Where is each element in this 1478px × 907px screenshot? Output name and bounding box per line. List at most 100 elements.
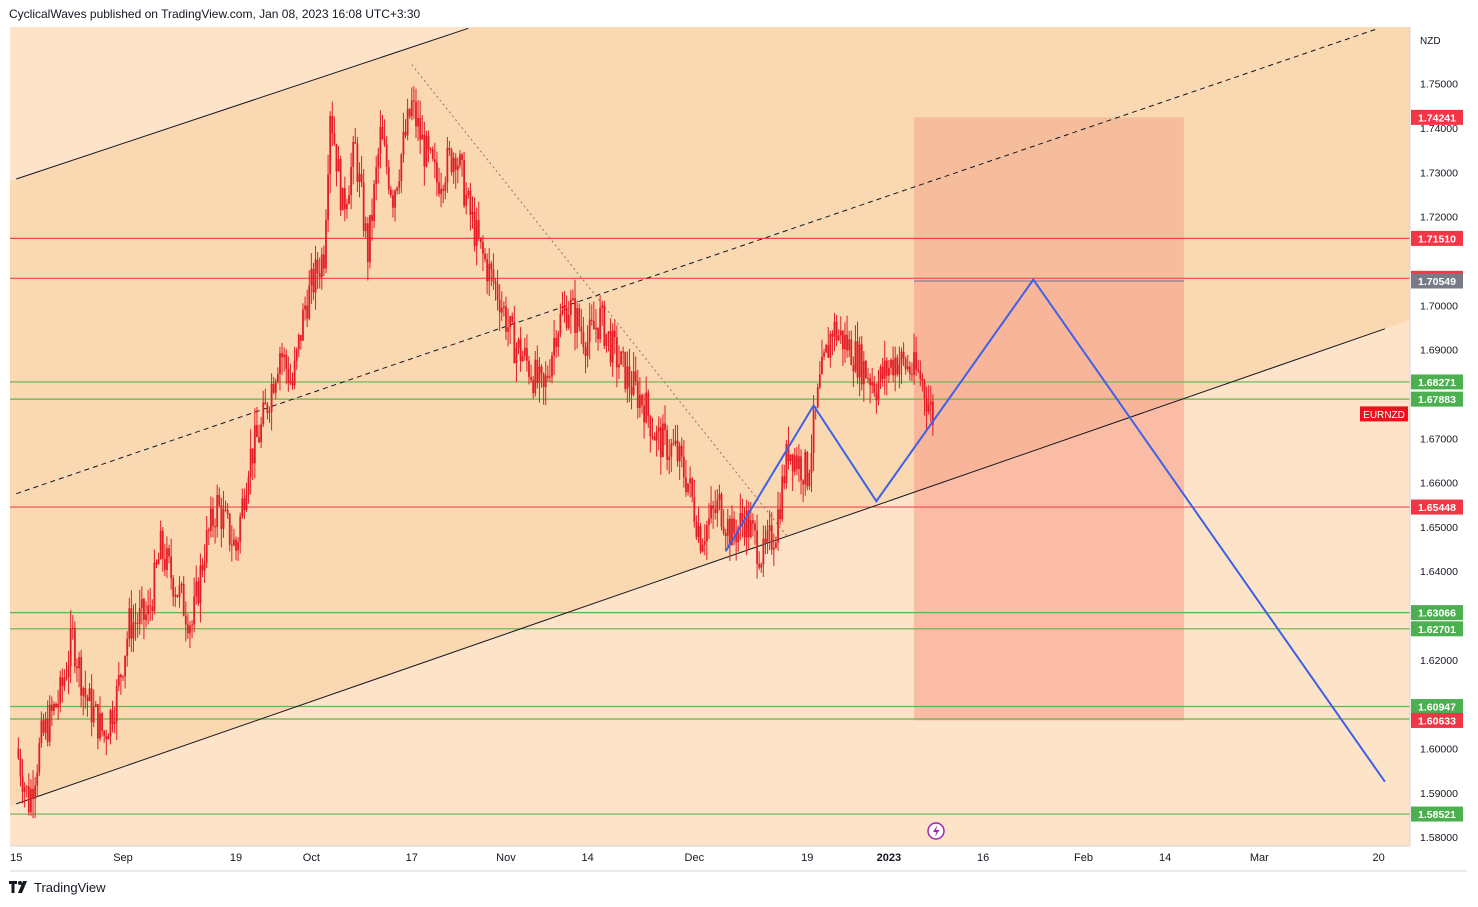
candle-body xyxy=(329,115,332,175)
lightning-icon xyxy=(927,822,945,840)
x-tick-label: 19 xyxy=(230,852,242,864)
candle-body xyxy=(590,319,593,322)
candle-body xyxy=(348,195,350,204)
candle-body xyxy=(408,109,411,117)
channel-lower-line xyxy=(16,328,1386,805)
y-tick-label: 1.67000 xyxy=(1420,433,1458,445)
candle-body xyxy=(714,509,717,513)
price-badge xyxy=(1411,699,1463,715)
candle-body xyxy=(860,344,863,385)
candle-body xyxy=(592,321,595,330)
candle-body xyxy=(417,118,419,127)
candle-body xyxy=(653,436,656,441)
candle-body xyxy=(657,427,660,432)
candle-body xyxy=(243,498,246,510)
candle-body xyxy=(844,334,846,350)
candle-body xyxy=(339,159,342,211)
candle-body xyxy=(892,359,895,376)
candle-body xyxy=(772,547,775,550)
candle-body xyxy=(929,401,932,405)
candle-body xyxy=(260,424,263,443)
downtrend-line xyxy=(411,64,789,539)
candle-body xyxy=(467,191,470,196)
candle-body xyxy=(170,556,173,579)
candle-body xyxy=(212,508,214,527)
candle-body xyxy=(197,581,200,604)
candle-body xyxy=(46,718,49,742)
candle-body xyxy=(735,533,738,543)
candle-body xyxy=(695,521,698,538)
currency-label: NZD xyxy=(1420,36,1441,47)
candle-body xyxy=(216,495,219,528)
candle-body xyxy=(869,378,871,386)
candle-body xyxy=(291,380,294,386)
candle-body xyxy=(122,676,124,678)
candle-body xyxy=(890,359,892,368)
candle-body xyxy=(572,298,574,300)
candle-body xyxy=(228,513,231,545)
candle-body xyxy=(530,376,532,381)
price-badge-text: 1.71510 xyxy=(1418,233,1456,245)
candle-body xyxy=(157,559,160,565)
candle-body xyxy=(404,131,407,136)
x-tick-label: Feb xyxy=(1074,852,1093,864)
candle-body xyxy=(415,101,417,127)
x-tick-label: Sep xyxy=(113,852,133,864)
price-badge xyxy=(1411,374,1463,390)
candle-body xyxy=(124,655,126,677)
candle-body xyxy=(643,405,645,423)
candle-body xyxy=(781,476,784,520)
candle-body xyxy=(452,157,455,173)
candle-body xyxy=(630,387,633,395)
y-tick-label: 1.74000 xyxy=(1420,123,1458,135)
y-tick-label: 1.58000 xyxy=(1420,832,1458,844)
candle-body xyxy=(498,299,501,313)
candle-body xyxy=(789,454,792,461)
candle-body xyxy=(406,109,409,136)
candle-body xyxy=(364,223,367,232)
candle-body xyxy=(563,307,566,311)
candle-body xyxy=(775,542,777,548)
candle-body xyxy=(237,541,240,551)
candle-body xyxy=(377,153,380,168)
price-badge-text: 1.60633 xyxy=(1418,715,1456,727)
candle-body xyxy=(712,505,715,510)
candle-body xyxy=(84,688,87,698)
candle-body xyxy=(101,713,103,732)
y-tick-label: 1.60000 xyxy=(1420,744,1458,756)
candle-body xyxy=(356,143,359,182)
candle-body xyxy=(672,443,675,445)
candle-body xyxy=(923,381,926,399)
candle-body xyxy=(482,241,484,254)
candle-body xyxy=(433,158,436,163)
candle-body xyxy=(662,423,664,457)
candle-body xyxy=(793,455,796,472)
candle-body xyxy=(214,526,216,528)
candle-body xyxy=(632,371,635,395)
candle-body xyxy=(207,530,210,532)
candle-body xyxy=(812,409,815,454)
candle-body xyxy=(586,341,589,357)
candle-body xyxy=(666,430,669,460)
candle-body xyxy=(519,339,522,361)
tradingview-logo-icon xyxy=(9,880,29,895)
candle-body xyxy=(245,495,248,510)
candle-body xyxy=(289,380,292,384)
candle-body xyxy=(314,259,317,293)
candle-body xyxy=(913,352,915,375)
candle-body xyxy=(862,361,865,385)
candle-body xyxy=(249,448,252,477)
candle-body xyxy=(678,445,681,462)
candle-body xyxy=(354,141,357,144)
candle-body xyxy=(302,309,304,341)
candle-body xyxy=(523,347,526,357)
candle-body xyxy=(199,565,202,604)
candle-body xyxy=(628,366,631,388)
candle-body xyxy=(507,327,509,332)
candle-body xyxy=(850,339,853,366)
candle-body xyxy=(412,100,415,102)
candle-body xyxy=(726,518,729,536)
candle-body xyxy=(436,162,438,183)
candle-body xyxy=(264,402,267,405)
